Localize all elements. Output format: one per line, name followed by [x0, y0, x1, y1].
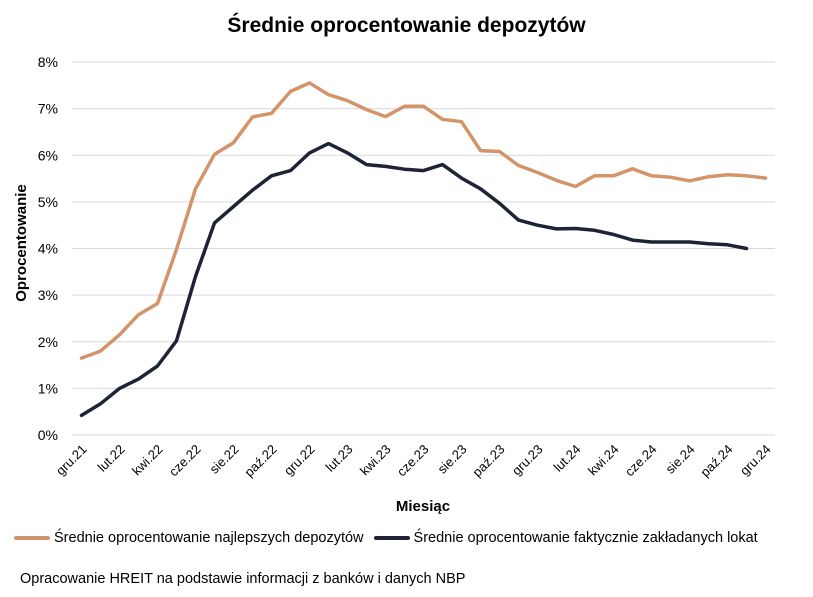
x-axis-ticks: gru.21 lut.22 kwi.22 cze.22 sie.22 paź.22 gru.…: [53, 442, 774, 480]
x-tick-label: kwi.24: [585, 442, 622, 479]
x-tick-label: sie.24: [662, 442, 697, 477]
y-axis-label: Oprocentowanie: [13, 184, 30, 302]
y-tick-label: 0%: [38, 427, 58, 443]
x-tick-label: gru.22: [281, 442, 318, 479]
y-tick-label: 4%: [38, 241, 58, 257]
x-tick-label: sie.22: [206, 442, 241, 477]
x-tick-label: paź.24: [697, 442, 735, 480]
source-note: Opracowanie HREIT na podstawie informacj…: [20, 571, 466, 587]
x-tick-label: gru.21: [53, 442, 90, 479]
x-tick-label: lut.22: [95, 442, 128, 475]
x-tick-label: kwi.23: [357, 442, 394, 479]
x-tick-label: cze.23: [394, 442, 432, 480]
x-tick-label: lut.23: [323, 442, 356, 475]
chart-legend: Średnie oprocentowanie najlepszych depoz…: [14, 530, 768, 546]
series-lines: [79, 81, 768, 418]
y-tick-label: 1%: [38, 380, 58, 396]
x-tick-label: lut.24: [551, 442, 584, 475]
y-tick-label: 3%: [38, 287, 58, 303]
line-chart: 0%1%2%3%4%5%6%7%8% gru.21 lut.22 kwi.22 cze…: [13, 54, 775, 515]
x-axis-label: Miesiąc: [396, 498, 450, 515]
gridlines: [72, 61, 775, 436]
y-tick-label: 5%: [38, 194, 58, 210]
x-tick-label: paź.22: [241, 442, 279, 480]
x-tick-label: gru.23: [509, 442, 546, 479]
legend-swatch-actual-deposits: [373, 536, 410, 540]
x-tick-label: gru.24: [737, 442, 774, 479]
series-line-0: [79, 81, 768, 360]
y-tick-label: 2%: [38, 334, 58, 350]
x-tick-label: sie.23: [434, 442, 469, 477]
y-axis-ticks: 0% 1% 2% 3% 4% 5% 6% 7% 8%: [38, 54, 58, 443]
legend-item-best-deposits: Średnie oprocentowanie najlepszych depoz…: [14, 530, 364, 546]
x-tick-label: cze.22: [166, 442, 204, 480]
y-tick-label: 7%: [38, 101, 58, 117]
x-tick-label: paź.23: [469, 442, 507, 480]
legend-item-actual-deposits: Średnie oprocentowanie faktycznie zakład…: [373, 530, 758, 546]
y-tick-label: 8%: [38, 54, 58, 70]
legend-label-best-deposits: Średnie oprocentowanie najlepszych depoz…: [54, 530, 364, 546]
chart-title: Średnie oprocentowanie depozytów: [227, 14, 586, 37]
x-tick-label: kwi.22: [129, 442, 166, 479]
x-tick-label: cze.24: [622, 442, 660, 480]
legend-swatch-best-deposits: [14, 536, 50, 540]
y-tick-label: 6%: [38, 147, 58, 163]
legend-label-actual-deposits: Średnie oprocentowanie faktycznie zakład…: [413, 530, 758, 546]
series-line-1: [79, 141, 749, 418]
